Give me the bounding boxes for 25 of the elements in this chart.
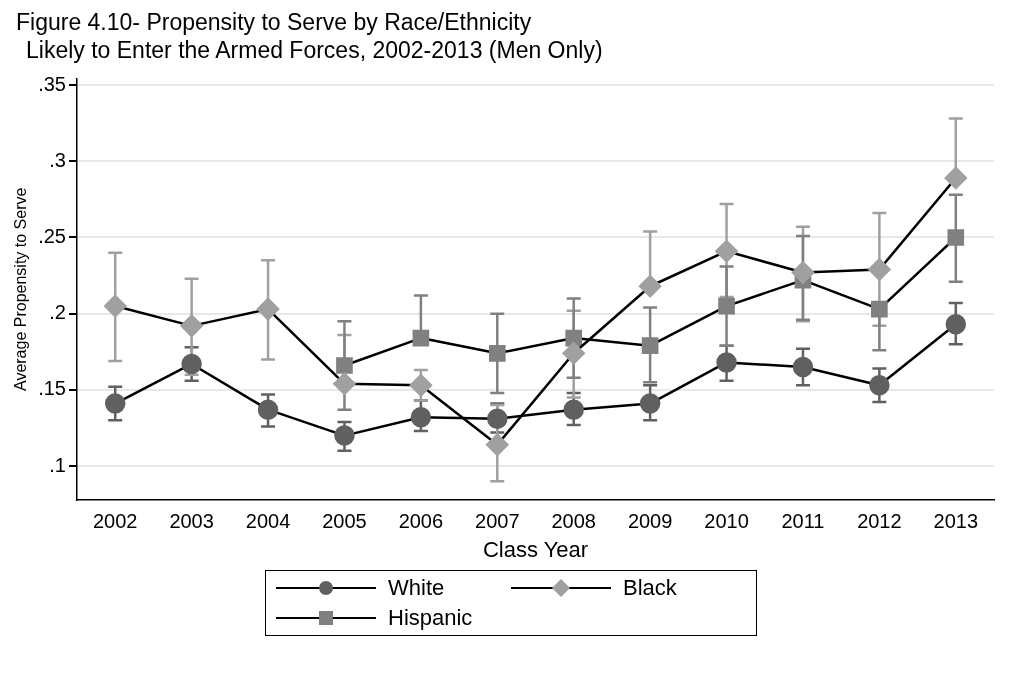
x-tick-label: 2004 bbox=[245, 510, 291, 533]
x-tick-label: 2009 bbox=[627, 510, 673, 533]
x-tick-label: 2007 bbox=[475, 510, 520, 533]
chart-subtitle: Likely to Enter the Armed Forces, 2002-2013 (Men Only) bbox=[26, 36, 604, 64]
x-tick-label: 2005 bbox=[322, 510, 367, 533]
x-tick-label: 2008 bbox=[551, 510, 596, 533]
x-axis-title: Class Year bbox=[482, 536, 589, 562]
x-tick-label: 2003 bbox=[169, 510, 214, 533]
y-tick-label: .3 bbox=[49, 148, 66, 171]
legend-label: Black bbox=[623, 575, 677, 601]
y-axis-title: Average Propensity to Serve bbox=[12, 187, 30, 391]
legend-label: Hispanic bbox=[388, 605, 473, 631]
x-tick-label: 2011 bbox=[781, 510, 825, 533]
x-tick-label: 2006 bbox=[398, 510, 444, 533]
y-tick-label: .35 bbox=[38, 72, 66, 95]
y-tick-label: .1 bbox=[49, 453, 66, 476]
x-tick-label: 2013 bbox=[933, 510, 979, 533]
y-tick-label: .25 bbox=[38, 225, 66, 247]
x-tick-label: 2002 bbox=[92, 510, 138, 533]
legend-label: White bbox=[388, 575, 445, 601]
x-tick-label: 2010 bbox=[704, 510, 749, 533]
y-tick-label: .2 bbox=[49, 301, 66, 324]
y-tick-label: .15 bbox=[38, 377, 66, 400]
chart-title: Figure 4.10- Propensity to Serve by Race/Ethnicity bbox=[16, 8, 533, 36]
x-tick-label: 2012 bbox=[857, 510, 902, 533]
